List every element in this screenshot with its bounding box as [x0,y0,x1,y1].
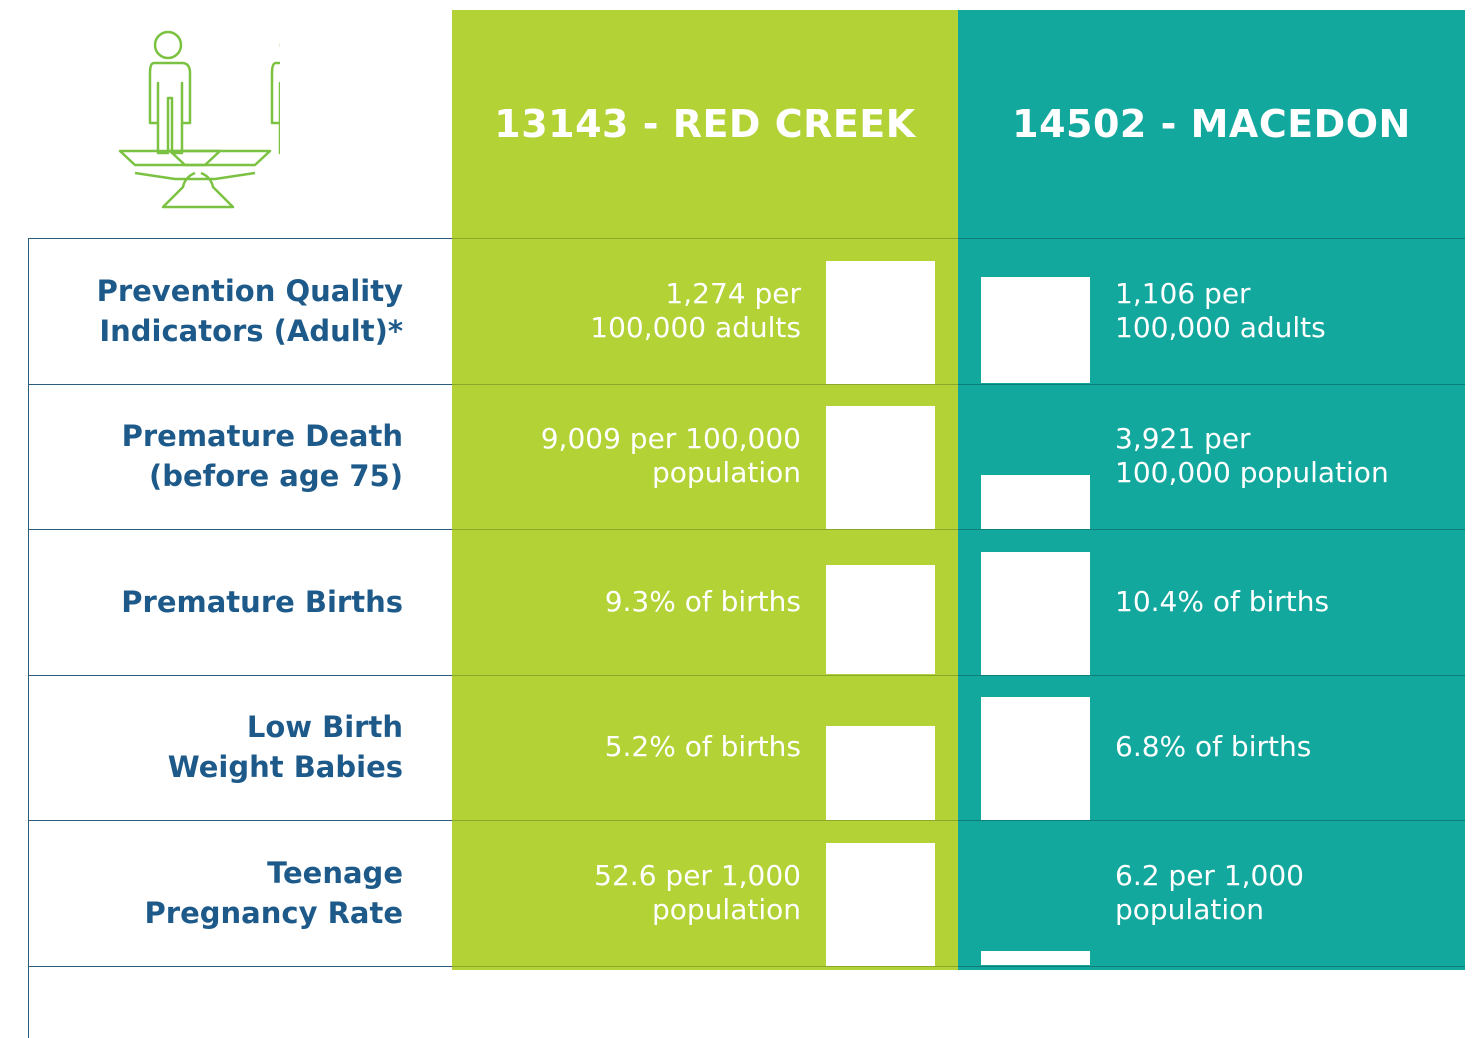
row-label: Teenage Pregnancy Rate [144,855,403,930]
value-label: 52.6 per 1,000 population [594,858,801,926]
row-line [28,820,452,821]
row-line [958,965,1465,967]
row-label: Premature Death (before age 75) [121,419,403,494]
row-line [958,529,1465,530]
value-bar [981,475,1090,529]
value-bar [981,697,1090,820]
row-line [958,383,1465,385]
value-bar [826,260,935,384]
value-label: 5.2% of births [604,730,801,764]
row-line [28,529,452,530]
row-label: Low Birth Weight Babies [167,710,403,785]
value-label: 3,921 per 100,000 population [1115,422,1389,490]
row-line [28,965,452,967]
value-bar [826,725,935,820]
balance-icon [118,30,280,209]
row-line [452,820,958,821]
row-line [452,965,958,967]
row-label: Prevention Quality Indicators (Adult)* [96,273,403,348]
row-line [958,238,1465,239]
value-bar [981,276,1090,384]
row-line [958,674,1465,676]
value-bar [826,842,935,966]
value-bar [981,951,1090,966]
value-label: 1,106 per 100,000 adults [1115,276,1326,344]
row-line [452,674,958,676]
row-line [28,674,452,676]
value-label: 6.8% of births [1115,730,1312,764]
row-line [452,383,958,385]
row-line [958,820,1465,821]
value-bar [826,406,935,529]
left-border [28,238,29,1038]
row-line [28,383,452,385]
row-line [452,238,958,239]
row-line [28,238,452,239]
row-line [452,529,958,530]
page: (() => { const data = JSON.parse(documen… [28,10,1465,1038]
value-bar [981,551,1090,675]
value-label: 9,009 per 100,000 population [540,422,801,490]
value-label: 6.2 per 1,000 population [1115,858,1304,926]
value-label: 1,274 per 100,000 adults [590,276,801,344]
value-label: 10.4% of births [1115,584,1330,618]
value-label: 9.3% of births [604,584,801,618]
row-label: Premature Births [121,584,403,619]
column-header: 13143 - RED CREEK [494,102,916,146]
column-header: 14502 - MACEDON [1012,102,1411,146]
value-bar [826,564,935,675]
